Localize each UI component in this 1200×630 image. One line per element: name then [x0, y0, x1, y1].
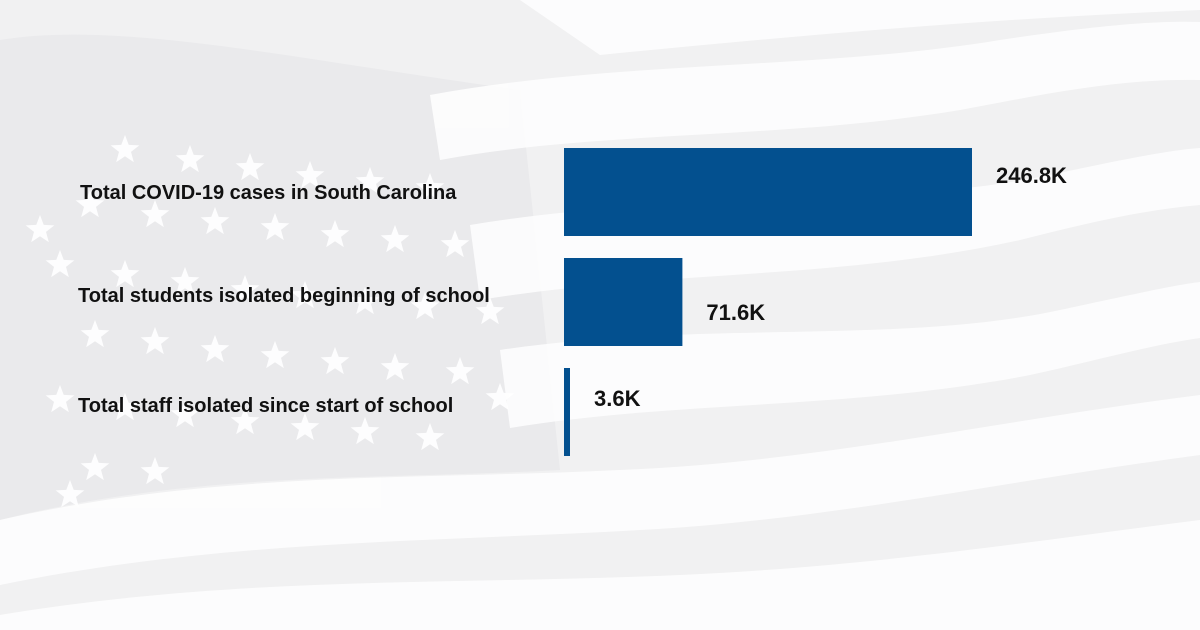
flag-star-icon — [110, 135, 140, 163]
bar-2 — [564, 368, 570, 456]
flag-star-icon — [45, 385, 75, 413]
flag-star-icon — [140, 457, 170, 485]
flag-star-icon — [290, 413, 320, 441]
flag-star-icon — [230, 407, 260, 435]
flag-star-icon — [230, 275, 260, 303]
flag-star-icon — [110, 393, 140, 421]
bar-0 — [564, 148, 972, 236]
value-labels: 246.8K 71.6K 3.6K — [594, 163, 1067, 411]
flag-star-icon — [80, 320, 110, 348]
flag-star-icon — [355, 167, 385, 195]
flag-star-icon — [290, 281, 320, 309]
flag-star-icon — [25, 215, 55, 243]
flag-star-icon — [45, 250, 75, 278]
flag-star-icon — [320, 347, 350, 375]
flag-stars — [25, 135, 515, 508]
flag-star-icon — [485, 383, 515, 411]
flag-star-icon — [200, 335, 230, 363]
flag-star-icon — [170, 267, 200, 295]
flag-star-icon — [75, 190, 105, 218]
flag-canton — [0, 34, 560, 521]
flag-star-icon — [55, 480, 85, 508]
flag-star-icon — [410, 292, 440, 320]
bars — [564, 148, 972, 456]
flag-star-icon — [440, 230, 470, 258]
flag-star-icon — [110, 260, 140, 288]
flag-star-icon — [260, 341, 290, 369]
flag-star-icon — [235, 153, 265, 181]
flag-star-icon — [200, 207, 230, 235]
value-label-2: 3.6K — [594, 386, 641, 411]
category-label-0: Total COVID-19 cases in South Carolina — [80, 182, 457, 204]
flag-star-icon — [475, 297, 505, 325]
value-label-0: 246.8K — [996, 163, 1067, 188]
flag-star-icon — [380, 225, 410, 253]
value-label-1: 71.6K — [706, 300, 765, 325]
flag-star-icon — [415, 423, 445, 451]
flag-star-icon — [350, 417, 380, 445]
flag-star-icon — [140, 327, 170, 355]
flag-star-icon — [170, 400, 200, 428]
flag-star-icon — [415, 173, 445, 201]
flag-star-icon — [80, 453, 110, 481]
category-labels: Total COVID-19 cases in South Carolina T… — [78, 182, 490, 417]
flag-star-icon — [295, 161, 325, 189]
category-label-1: Total students isolated beginning of sch… — [78, 285, 490, 307]
category-label-2: Total staff isolated since start of scho… — [78, 395, 453, 417]
flag-star-icon — [175, 145, 205, 173]
flag-star-icon — [380, 353, 410, 381]
flag-star-icon — [260, 213, 290, 241]
bar-1 — [564, 258, 683, 346]
flag-star-icon — [320, 220, 350, 248]
flag-star-icon — [140, 200, 170, 228]
flag-star-icon — [445, 357, 475, 385]
flag-star-icon — [350, 287, 380, 315]
